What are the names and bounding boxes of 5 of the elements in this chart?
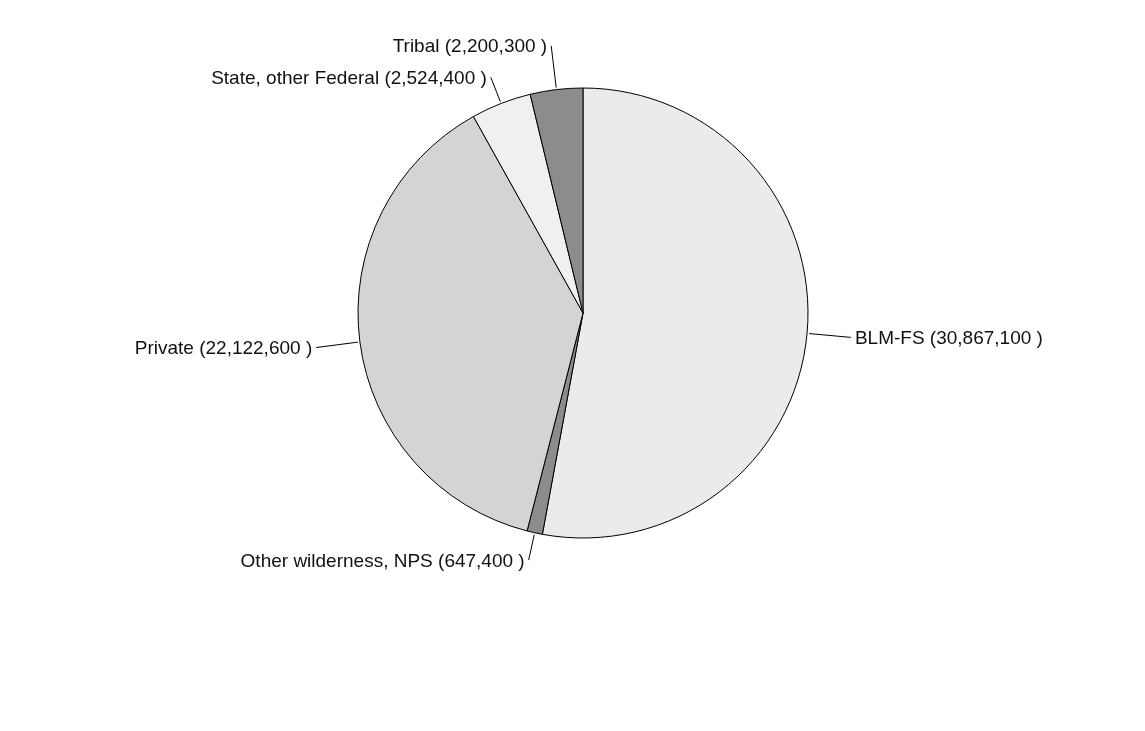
slice-label: Tribal (2,200,300 ) bbox=[392, 35, 548, 57]
slice-label: State, other Federal (2,524,400 ) bbox=[211, 66, 487, 88]
slice-label: BLM-FS (30,867,100 ) bbox=[854, 326, 1043, 348]
slice-label: Private (22,122,600 ) bbox=[134, 337, 313, 359]
slice-label: Other wilderness, NPS (647,400 ) bbox=[240, 549, 525, 571]
